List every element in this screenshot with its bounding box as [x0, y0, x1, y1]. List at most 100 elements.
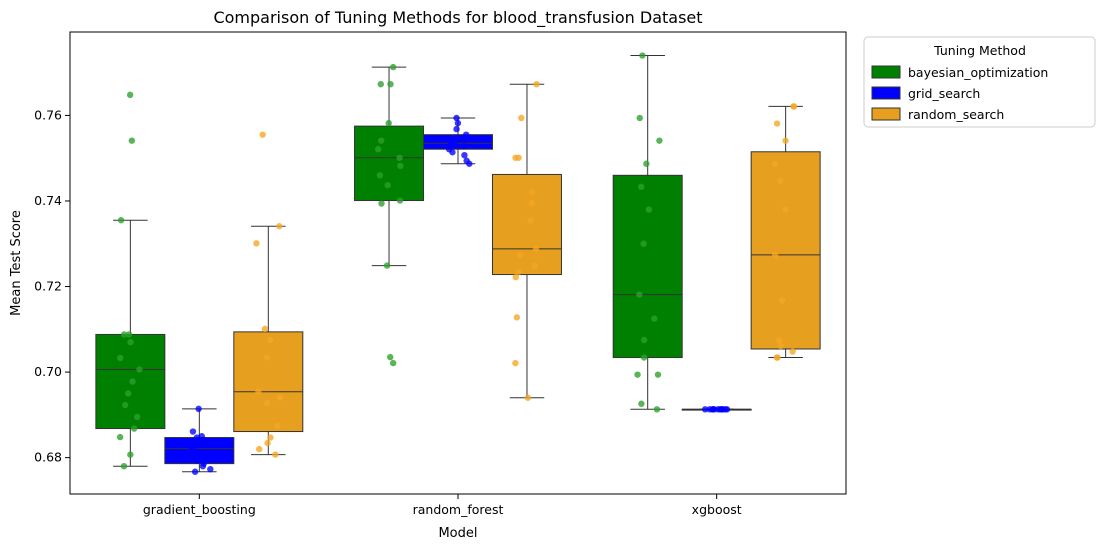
data-point-grid_search [194, 457, 201, 464]
data-point-grid_search [189, 428, 197, 435]
axes: 0.68 0.70 0.72 0.74 0.76 gradient_boosting ran… [34, 107, 742, 517]
data-point-grid_search [710, 406, 718, 413]
data-point-bayesian_optimization [636, 114, 643, 122]
legend-entries: bayesian_optimization grid_search random_s… [871, 65, 1048, 122]
y-tick-label: 0.68 [34, 450, 62, 465]
data-point-random_search [515, 154, 522, 161]
data-point-random_search [532, 245, 540, 253]
data-point-grid_search [461, 152, 468, 159]
box-iqr [750, 151, 821, 350]
data-point-grid_search [185, 454, 192, 461]
data-point-bayesian_optimization [387, 80, 394, 88]
data-point-random_search [513, 314, 521, 321]
data-point-grid_search [460, 143, 468, 150]
x-axis-label: Model [438, 526, 477, 541]
y-tick-label: 0.74 [34, 193, 62, 208]
data-point-bayesian_optimization [389, 63, 397, 71]
legend-title: Tuning Method [933, 43, 1026, 58]
data-point-bayesian_optimization [385, 119, 392, 127]
data-point-bayesian_optimization [387, 353, 394, 361]
data-point-bayesian_optimization [116, 433, 124, 441]
data-point-bayesian_optimization [384, 181, 391, 189]
data-point-bayesian_optimization [378, 200, 385, 207]
data-point-bayesian_optimization [645, 206, 653, 213]
x-tick-label: random_forest [413, 502, 504, 517]
legend-frame [863, 36, 1096, 128]
data-point-grid_search [448, 140, 455, 147]
x-tick-label: xgboost [692, 502, 742, 517]
data-point-bayesian_optimization [133, 413, 141, 421]
data-point-random_search [774, 354, 781, 361]
data-point-bayesian_optimization [651, 315, 658, 322]
data-point-random_search [775, 337, 783, 344]
data-point-random_search [790, 103, 798, 110]
data-point-bayesian_optimization [643, 160, 650, 167]
data-point-random_search [256, 445, 263, 453]
box-iqr [612, 174, 683, 359]
box-iqr [491, 173, 562, 276]
data-point-random_search [274, 422, 281, 430]
data-point-bayesian_optimization [389, 359, 397, 367]
data-point-random_search [276, 223, 283, 230]
legend: Tuning Method bayesian_optimization grid_… [863, 36, 1096, 128]
data-point-random_search [515, 268, 523, 275]
plot-area [95, 52, 821, 475]
data-point-bayesian_optimization [120, 331, 128, 338]
data-point-grid_search [449, 149, 456, 156]
y-axis-label: Mean Test Score [9, 210, 24, 316]
data-point-grid_search [207, 465, 214, 473]
data-point-bayesian_optimization [378, 137, 385, 144]
data-point-random_search [771, 160, 779, 167]
data-point-bayesian_optimization [127, 338, 134, 346]
data-point-bayesian_optimization [383, 262, 391, 269]
data-point-bayesian_optimization [397, 162, 404, 170]
data-point-grid_search [453, 114, 460, 122]
box-random_search-random_forest [491, 83, 562, 399]
box-random_search-gradient_boosting [233, 225, 304, 456]
data-point-random_search [782, 206, 789, 213]
data-point-grid_search [719, 406, 726, 413]
box-bayesian_optimization-random_forest [354, 66, 425, 267]
data-point-grid_search [453, 125, 460, 133]
data-point-random_search [259, 131, 266, 138]
data-point-bayesian_optimization [640, 240, 647, 247]
data-point-bayesian_optimization [129, 378, 136, 385]
legend-label-grid_search: grid_search [908, 86, 980, 101]
data-point-random_search [777, 177, 784, 185]
data-point-bayesian_optimization [634, 371, 641, 378]
data-point-random_search [528, 199, 535, 207]
data-point-bayesian_optimization [396, 197, 404, 204]
data-point-grid_search [198, 433, 206, 440]
data-point-random_search [782, 137, 789, 144]
data-point-grid_search [199, 462, 207, 470]
data-point-bayesian_optimization [376, 172, 384, 179]
data-point-bayesian_optimization [120, 462, 128, 470]
data-point-bayesian_optimization [636, 291, 643, 298]
data-point-bayesian_optimization [653, 406, 661, 413]
data-point-bayesian_optimization [640, 354, 648, 361]
y-tick-label: 0.70 [34, 364, 62, 379]
data-point-bayesian_optimization [121, 401, 129, 409]
data-point-random_search [527, 217, 535, 224]
box-bayesian_optimization-xgboost [612, 55, 683, 410]
data-point-grid_search [195, 405, 202, 413]
data-point-bayesian_optimization [128, 137, 136, 144]
data-point-random_search [531, 262, 539, 270]
box-iqr [233, 331, 304, 433]
data-point-random_search [272, 451, 279, 458]
data-point-bayesian_optimization [374, 146, 382, 153]
data-point-grid_search [466, 160, 473, 167]
data-point-random_search [264, 400, 271, 407]
legend-swatch-bayesian_optimization [871, 65, 901, 79]
data-point-grid_search [189, 445, 196, 452]
y-tick-label: 0.76 [34, 107, 62, 122]
data-point-bayesian_optimization [396, 154, 403, 161]
legend-swatch-random_search [871, 107, 901, 121]
data-point-bayesian_optimization [377, 80, 384, 88]
chart-title: Comparison of Tuning Methods for blood_t… [213, 8, 702, 28]
legend-label-random_search: random_search [908, 107, 1004, 122]
data-point-random_search [512, 359, 519, 367]
data-point-random_search [512, 273, 520, 281]
data-point-random_search [777, 342, 784, 350]
